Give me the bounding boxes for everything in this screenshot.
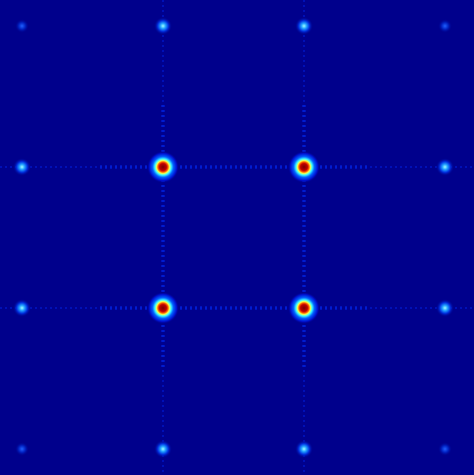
spot: [13, 158, 31, 176]
spot: [15, 442, 29, 456]
spot: [13, 299, 31, 317]
spot: [436, 158, 454, 176]
spot: [154, 17, 172, 35]
spot: [295, 440, 313, 458]
spot: [438, 19, 452, 33]
spot: [15, 19, 29, 33]
spot: [295, 17, 313, 35]
spot: [154, 440, 172, 458]
spot: [147, 292, 179, 324]
spot: [288, 151, 320, 183]
spot: [438, 442, 452, 456]
spot: [436, 299, 454, 317]
spot: [147, 151, 179, 183]
spot: [288, 292, 320, 324]
